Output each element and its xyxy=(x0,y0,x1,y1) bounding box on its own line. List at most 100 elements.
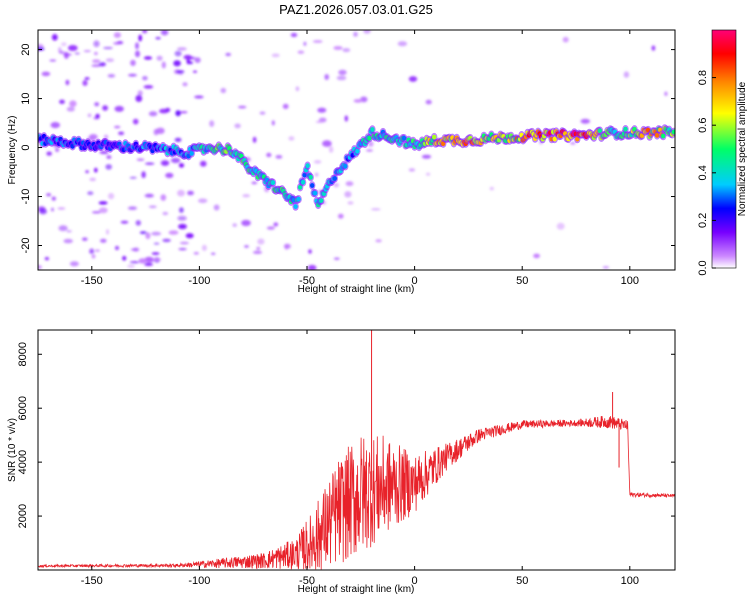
ridge-core xyxy=(310,183,315,188)
noise-blob xyxy=(151,231,162,236)
spectrogram-x-label: Height of straight line (km) xyxy=(298,284,415,295)
noise-blob xyxy=(46,151,52,156)
noise-blob xyxy=(178,223,187,230)
noise-blob xyxy=(102,105,108,111)
noise-blob xyxy=(153,128,159,136)
ridge-core xyxy=(297,184,303,190)
noise-blob xyxy=(177,47,187,51)
snr-panel: -150 -100 -50 0 50 100 2000 4000 6000 8000 Heigh… xyxy=(7,329,676,595)
noise-blob xyxy=(38,47,45,51)
noise-blob xyxy=(623,71,630,78)
noise-blob xyxy=(50,122,60,129)
noise-blob xyxy=(137,90,143,96)
noise-blob xyxy=(266,226,275,230)
noise-blob xyxy=(193,252,199,255)
noise-blob xyxy=(65,79,70,86)
noise-blob xyxy=(89,177,96,182)
noise-blob xyxy=(95,113,100,119)
noise-blob xyxy=(135,95,143,102)
y-tick-label: 4000 xyxy=(17,450,29,474)
noise-blob xyxy=(161,61,166,69)
noise-blob xyxy=(408,76,418,82)
x-tick-label: -150 xyxy=(81,275,103,287)
colorbar-tick-label: 0.6 xyxy=(697,118,709,133)
noise-blob xyxy=(303,41,307,46)
noise-blob xyxy=(88,134,98,140)
noise-blob xyxy=(74,52,81,55)
noise-blob xyxy=(175,110,181,117)
spectral-ridge xyxy=(38,124,675,211)
y-tick-label: 8000 xyxy=(17,342,29,366)
noise-blob xyxy=(145,162,155,165)
noise-blob xyxy=(347,201,354,205)
noise-blob xyxy=(95,249,100,252)
noise-blob xyxy=(130,59,136,66)
x-tick-label: -50 xyxy=(299,275,315,287)
x-tick-label: -150 xyxy=(81,575,103,587)
noise-blob xyxy=(179,111,188,114)
noise-blob xyxy=(425,99,432,105)
noise-blob xyxy=(365,149,374,152)
noise-blob xyxy=(345,181,354,187)
noise-blob xyxy=(143,56,153,60)
noise-blob xyxy=(63,53,72,56)
noise-blob xyxy=(94,167,98,173)
noise-blob xyxy=(580,118,591,124)
noise-blob xyxy=(238,105,247,109)
noise-blob xyxy=(259,111,266,115)
noise-blob xyxy=(115,246,119,250)
y-tick-label: -10 xyxy=(20,189,32,205)
noise-blob xyxy=(142,30,148,34)
noise-blob xyxy=(242,194,250,198)
noise-blob xyxy=(185,233,194,239)
noise-blob xyxy=(144,193,154,198)
noise-blob xyxy=(173,60,181,67)
noise-blob xyxy=(132,118,139,125)
ridge-core xyxy=(661,133,666,139)
noise-blob xyxy=(142,76,148,81)
noise-blob xyxy=(290,32,298,38)
noise-blob xyxy=(314,172,319,177)
noise-blob xyxy=(312,40,323,43)
colorbar-tick-label: 0.2 xyxy=(697,213,709,228)
noise-blob xyxy=(194,95,204,99)
noise-blob xyxy=(91,254,96,259)
spectrogram-x-ticks: -150 -100 -50 0 50 100 xyxy=(81,30,639,287)
noise-blob xyxy=(174,50,182,57)
snr-y-ticks: 2000 4000 6000 8000 xyxy=(17,342,675,528)
noise-blob xyxy=(533,253,540,259)
noise-blob xyxy=(155,37,161,40)
noise-blob xyxy=(129,261,140,264)
snr-x-ticks: -150 -100 -50 0 50 100 xyxy=(81,330,639,587)
noise-blob xyxy=(143,85,154,89)
noise-blob xyxy=(93,40,100,48)
noise-blob xyxy=(139,231,147,235)
noise-blob xyxy=(148,111,158,117)
ridge-core xyxy=(370,127,375,132)
noise-blob xyxy=(397,41,408,47)
noise-blob xyxy=(252,250,263,254)
noise-blob xyxy=(187,190,194,196)
noise-blob xyxy=(363,30,371,34)
noise-blob xyxy=(152,258,162,261)
ridge-core xyxy=(432,134,437,140)
noise-blob xyxy=(408,168,416,172)
noise-blob xyxy=(114,125,121,129)
noise-blob xyxy=(120,220,129,224)
colorbar-tick-label: 0.0 xyxy=(697,260,709,275)
noise-blob xyxy=(69,100,77,107)
noise-blob xyxy=(51,34,58,41)
snr-frame xyxy=(37,329,676,571)
noise-blob xyxy=(38,265,42,270)
x-tick-label: -100 xyxy=(188,575,210,587)
noise-blob xyxy=(170,157,181,164)
noise-blob xyxy=(82,237,88,241)
spectrogram-y-ticks: -20 -10 0 10 20 xyxy=(20,43,675,253)
noise-blob xyxy=(107,74,116,78)
x-tick-label: 0 xyxy=(412,275,418,287)
noise-blob xyxy=(89,248,95,255)
noise-blob xyxy=(344,191,352,198)
noise-blob xyxy=(122,255,127,261)
noise-blob xyxy=(98,62,107,67)
noise-blob xyxy=(153,242,160,245)
